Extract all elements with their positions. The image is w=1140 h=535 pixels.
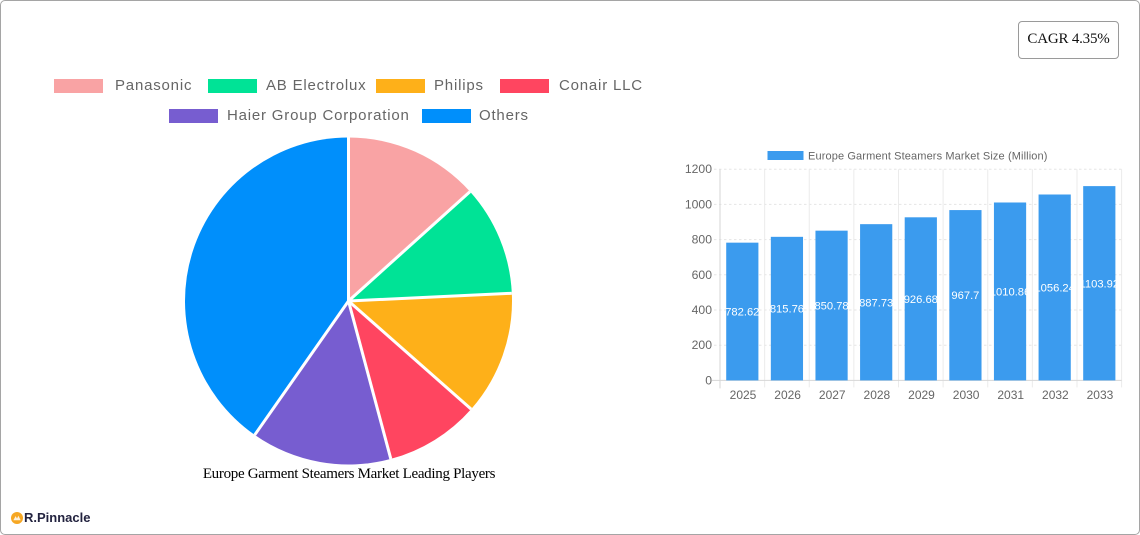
svg-text:926.68: 926.68 [904,294,938,306]
svg-text:Europe Garment Steamers Market: Europe Garment Steamers Market Size (Mil… [808,151,1048,163]
svg-text:2030: 2030 [953,388,980,402]
svg-text:1000: 1000 [685,197,712,211]
svg-text:2032: 2032 [1042,388,1069,402]
svg-text:0: 0 [705,373,712,387]
svg-text:1056.24: 1056.24 [1034,282,1074,294]
svg-text:2025: 2025 [730,388,757,402]
svg-text:800: 800 [692,233,713,247]
svg-text:2026: 2026 [774,388,801,402]
svg-text:2029: 2029 [908,388,935,402]
svg-text:887.73: 887.73 [859,297,893,309]
svg-text:2027: 2027 [819,388,846,402]
svg-text:1200: 1200 [685,162,712,176]
svg-text:967.7: 967.7 [951,290,979,302]
svg-text:815.76: 815.76 [770,304,804,316]
svg-text:400: 400 [692,303,713,317]
svg-text:600: 600 [692,268,713,282]
svg-text:1103.92: 1103.92 [1079,278,1119,290]
svg-text:1010.86: 1010.86 [990,286,1030,298]
svg-text:200: 200 [692,338,713,352]
svg-text:2028: 2028 [864,388,891,402]
svg-text:2031: 2031 [997,388,1024,402]
svg-text:2033: 2033 [1087,388,1114,402]
svg-text:782.62: 782.62 [725,307,759,319]
svg-text:850.78: 850.78 [814,301,848,313]
